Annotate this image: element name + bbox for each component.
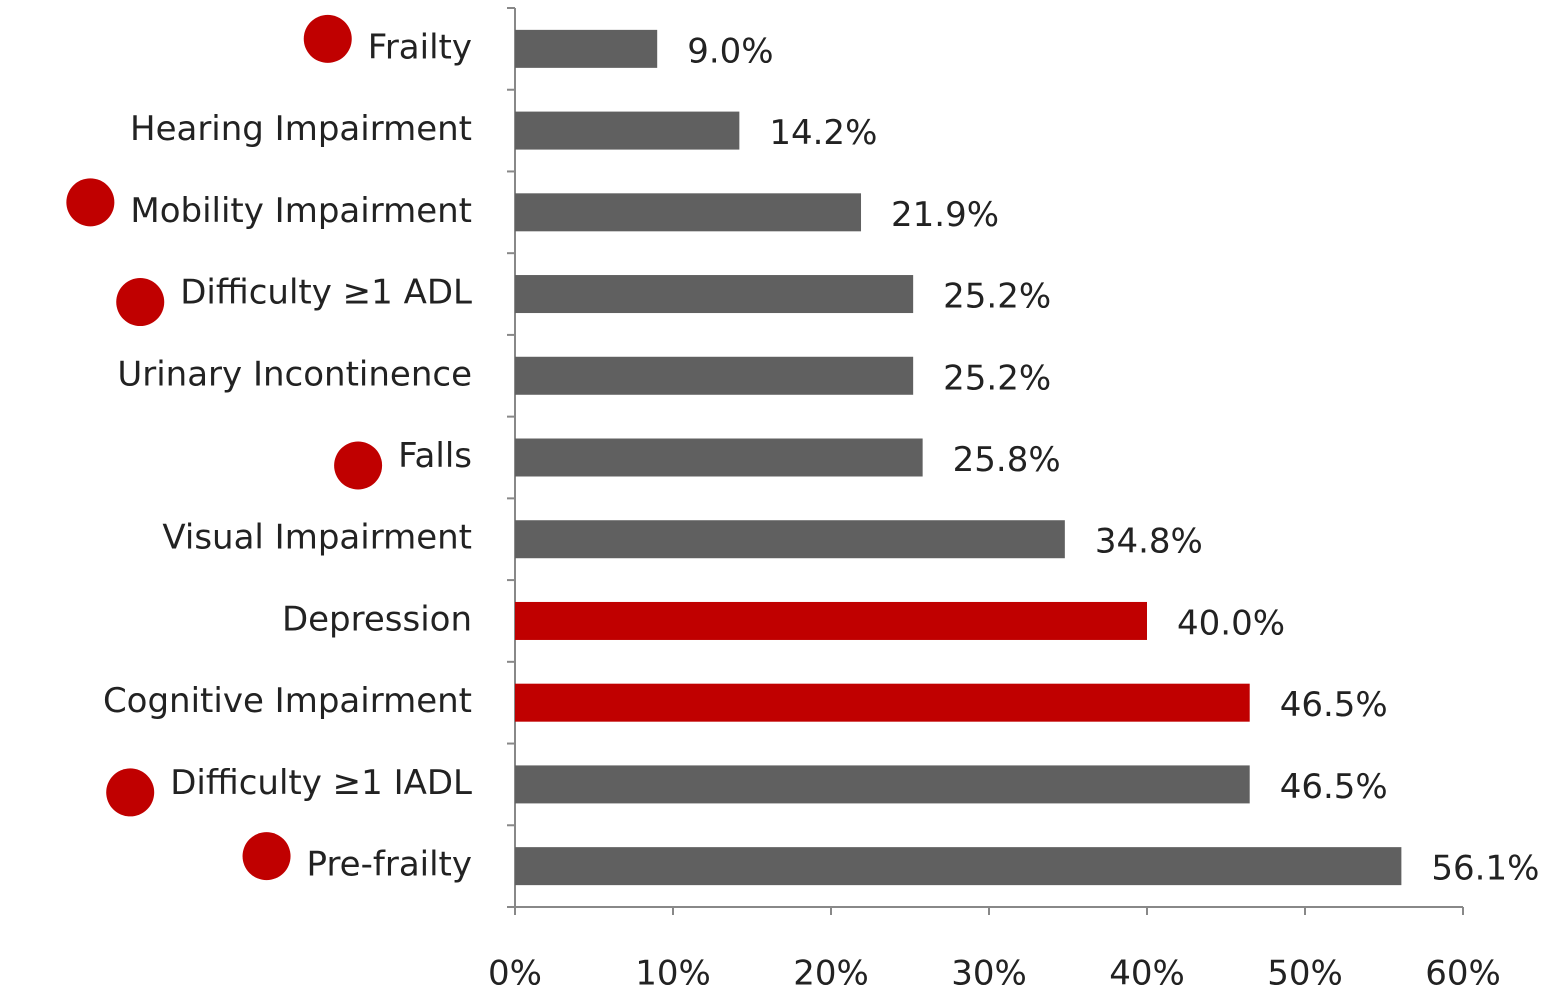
x-tick-label: 50% <box>1267 954 1343 994</box>
value-label: 34.8% <box>1095 522 1203 562</box>
bar <box>515 520 1065 559</box>
value-label: 9.0% <box>687 31 773 71</box>
value-label: 25.8% <box>953 440 1061 480</box>
x-tick-label: 0% <box>488 954 542 994</box>
value-label: 25.2% <box>943 277 1051 317</box>
value-label: 56.1% <box>1431 849 1539 889</box>
marker-dot <box>66 178 115 227</box>
x-tick-label: 30% <box>951 954 1027 994</box>
category-label: Mobility Impairment <box>130 191 472 231</box>
marker-dot <box>106 768 155 817</box>
value-label: 46.5% <box>1280 767 1388 807</box>
bar <box>515 111 740 150</box>
bar <box>515 356 914 395</box>
x-tick-label: 10% <box>635 954 711 994</box>
bar <box>515 438 923 477</box>
value-label: 46.5% <box>1280 685 1388 725</box>
bar <box>515 683 1250 722</box>
x-tick-label: 60% <box>1425 954 1501 994</box>
category-label: Hearing Impairment <box>130 109 472 149</box>
category-label: Difficulty ≥1 ADL <box>180 273 472 313</box>
category-label: Depression <box>282 599 472 639</box>
category-label: Visual Impairment <box>162 518 472 558</box>
bar <box>515 193 862 232</box>
category-label: Cognitive Impairment <box>103 681 472 721</box>
x-tick-label: 40% <box>1109 954 1185 994</box>
marker-dot <box>334 441 383 490</box>
category-label: Difficulty ≥1 IADL <box>170 763 472 803</box>
bar <box>515 275 914 314</box>
value-label: 25.2% <box>943 358 1051 398</box>
x-tick-label: 20% <box>793 954 869 994</box>
marker-dot <box>242 832 291 881</box>
category-label: Urinary Incontinence <box>117 354 472 394</box>
category-label: Pre-frailty <box>307 845 472 885</box>
marker-dot <box>303 14 352 63</box>
category-label: Frailty <box>368 27 472 67</box>
bar <box>515 601 1147 640</box>
bar <box>515 847 1402 886</box>
marker-dot <box>116 278 165 327</box>
value-label: 21.9% <box>891 195 999 235</box>
value-label: 14.2% <box>769 113 877 153</box>
value-label: 40.0% <box>1177 603 1285 643</box>
bar <box>515 765 1250 804</box>
bar <box>515 29 658 68</box>
category-label: Falls <box>398 436 472 476</box>
